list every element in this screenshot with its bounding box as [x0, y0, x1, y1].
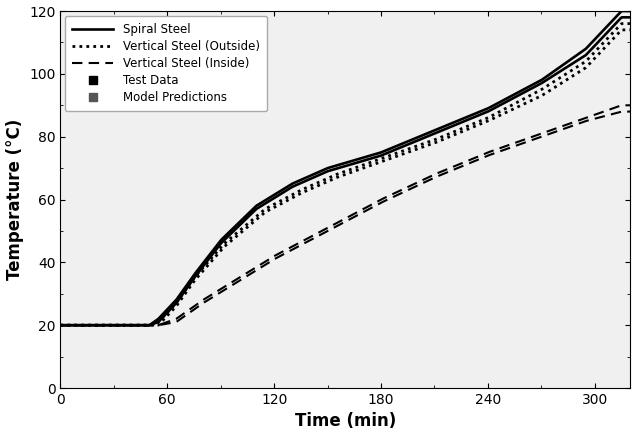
Y-axis label: Temperature (°C): Temperature (°C) — [6, 119, 24, 280]
Legend: Spiral Steel, Vertical Steel (Outside), Vertical Steel (Inside), Test Data, Mode: Spiral Steel, Vertical Steel (Outside), … — [65, 16, 267, 112]
X-axis label: Time (min): Time (min) — [294, 412, 396, 430]
